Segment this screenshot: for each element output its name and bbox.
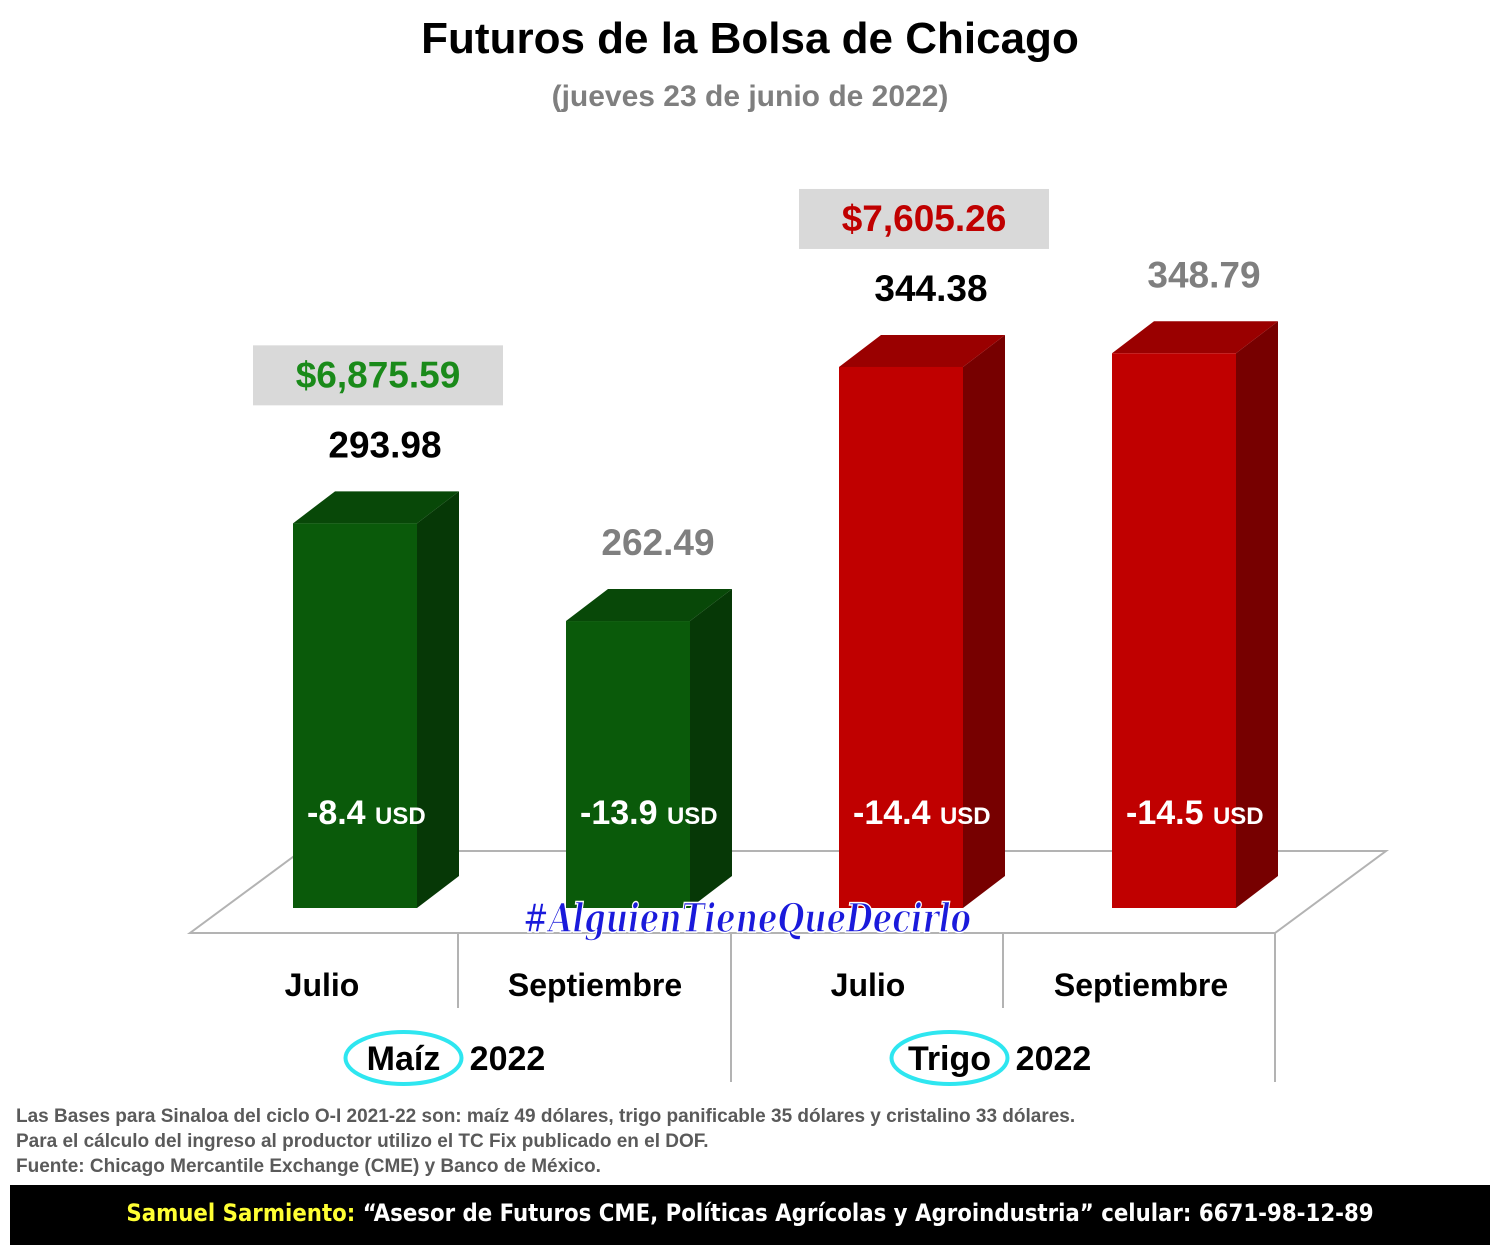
price-box	[253, 345, 503, 406]
bar-chart: 293.98 -8.4 USD Julio 262.49 -13.9 USD Septie…	[186, 188, 1390, 1086]
bar-side	[1236, 321, 1278, 908]
category-label: Septiembre	[508, 967, 682, 1003]
basis-value: -8.4	[307, 794, 375, 832]
note-line: Las Bases para Sinaloa del ciclo O-I 202…	[16, 1106, 1076, 1127]
watermark-hashtag: #AlguienTieneQueDecirlo	[523, 895, 971, 942]
basis-unit: USD	[375, 803, 426, 830]
basis-unit: USD	[940, 803, 991, 830]
note-line: Para el cálculo del ingreso al productor…	[16, 1131, 709, 1152]
group-label: Trigo	[908, 1040, 991, 1078]
price-mxn-label: $6,875.59	[296, 354, 461, 395]
basis-value: -14.5	[1126, 794, 1213, 832]
note-line: Fuente: Chicago Mercantile Exchange (CME…	[16, 1156, 601, 1177]
bar-top	[566, 589, 732, 622]
bar-value-label: 344.38	[874, 268, 987, 309]
bar-basis-label: -14.5 USD	[1126, 794, 1264, 832]
chart-floor	[186, 850, 1390, 934]
bar-side	[963, 334, 1005, 909]
bar-basis-label: -8.4 USD	[307, 794, 426, 832]
group-year: 2022	[470, 1040, 546, 1078]
bar	[566, 621, 690, 908]
category-label: Julio	[831, 967, 906, 1003]
chart-subtitle: (jueves 23 de junio de 2022)	[551, 80, 949, 113]
bar-basis-label: -14.4 USD	[853, 794, 991, 832]
bar-top	[293, 491, 459, 524]
bar-side	[417, 491, 459, 908]
category-label: Julio	[285, 967, 360, 1003]
bar-value-label: 262.49	[601, 522, 714, 563]
bar-value-label: 348.79	[1147, 254, 1260, 295]
basis-value: -13.9	[580, 794, 667, 832]
price-box	[799, 188, 1049, 249]
basis-unit: USD	[667, 803, 718, 830]
chart-title: Futuros de la Bolsa de Chicago	[421, 14, 1079, 63]
footer-author: Samuel Sarmiento:	[126, 1199, 356, 1227]
bar-side	[690, 589, 732, 908]
notes: Las Bases para Sinaloa del ciclo O-I 202…	[16, 1104, 1075, 1179]
highlight-circle	[889, 1030, 1010, 1086]
category-label: Septiembre	[1054, 967, 1228, 1003]
group-label: Maíz	[367, 1040, 441, 1078]
bar-top	[1112, 321, 1278, 354]
highlight-circle	[343, 1030, 464, 1086]
bar-top	[839, 334, 1005, 367]
bar	[839, 366, 963, 909]
price-mxn-label: $7,605.26	[842, 198, 1007, 239]
footer-text: “Asesor de Futuros CME, Políticas Agríco…	[355, 1199, 1374, 1227]
bar-basis-label: -13.9 USD	[580, 794, 718, 832]
bar	[293, 523, 417, 908]
basis-value: -14.4	[853, 794, 940, 832]
basis-unit: USD	[1213, 803, 1264, 830]
group-year: 2022	[1016, 1040, 1092, 1078]
bar-value-label: 293.98	[328, 424, 441, 465]
footer-bar: Samuel Sarmiento: “Asesor de Futuros CME…	[10, 1185, 1490, 1245]
bar	[1112, 353, 1236, 908]
